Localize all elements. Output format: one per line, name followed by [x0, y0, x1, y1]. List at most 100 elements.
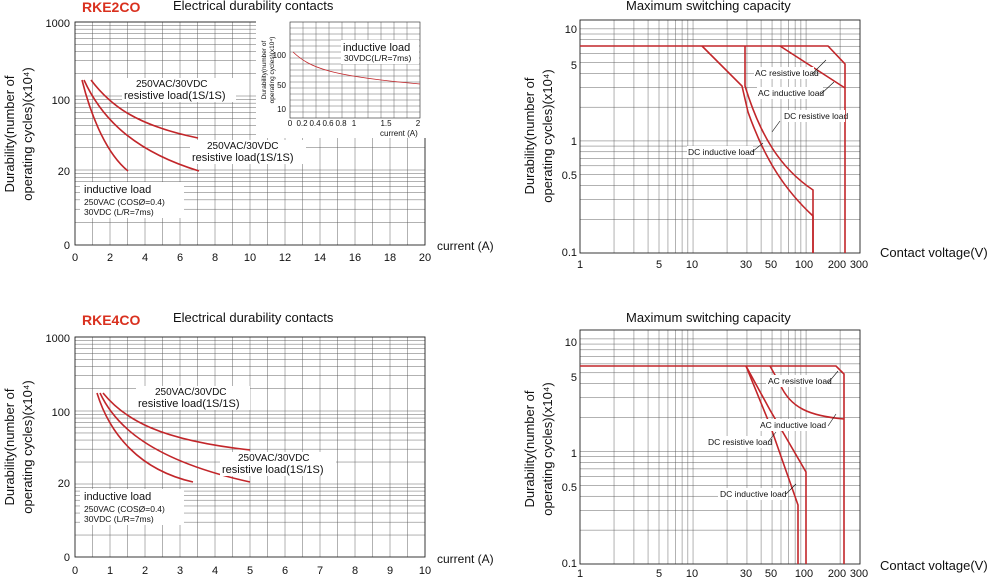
y-tick-label: 0.5: [562, 482, 577, 494]
x-tick-label: 5: [656, 259, 662, 271]
y-tick-label: 0.1: [562, 247, 577, 259]
inset-chart: inductive load 30VDC(L/R=7ms) 0 0.2 0.4 …: [256, 20, 426, 138]
inset-x-tick: 0.8: [335, 119, 347, 128]
y-tick-label: 10: [565, 24, 577, 36]
inset-x-tick: 0.6: [322, 119, 334, 128]
label-bg: [718, 488, 788, 500]
x-tick-label: 10: [419, 565, 431, 577]
x-tick-label: 300: [850, 259, 868, 271]
inset-y-label: operating cycles)(x10⁴): [269, 37, 276, 104]
x-tick-labels: 0 2 4 6 8 10 12 14 16 18 20: [72, 252, 431, 264]
inset-x-tick: 0.4: [309, 119, 321, 128]
x-tick-label: 50: [765, 259, 777, 271]
x-tick-labels: 0 1 2 3 4 5 6 7 8 9 10: [72, 565, 431, 577]
label-bg: [706, 436, 770, 448]
plot-frame: [579, 329, 861, 565]
series-label: DC resistive load: [784, 111, 849, 121]
x-axis-label: current (A): [437, 239, 494, 253]
x-tick-label: 7: [317, 565, 323, 577]
x-tick-labels: 1 5 10 30 50 100 200 300: [577, 259, 868, 271]
x-tick-label: 50: [765, 568, 777, 578]
y-tick-label: 20: [58, 478, 70, 490]
y-tick-label: 100: [52, 95, 70, 107]
leader-line: [771, 120, 781, 133]
inset-x-tick: 1.5: [380, 119, 392, 128]
plot-frame: [74, 336, 426, 558]
x-tick-labels: 1 5 10 30 50 100 200 300: [577, 568, 868, 578]
y-axis-label: operating cycles)(x10⁴): [540, 382, 555, 515]
inset-x-tick: 1: [352, 119, 357, 128]
series-line-ac-resistive: [580, 45, 846, 253]
leader-line: [785, 483, 797, 495]
annotation: 250VAC/30VDC: [136, 79, 208, 90]
x-tick-label: 100: [795, 259, 813, 271]
series-line-ac-resistive: [580, 365, 845, 564]
y-tick-label: 1000: [46, 333, 70, 345]
chart-rke4co-switching: Maximum switching capacity 1 5 10 30 50 …: [522, 310, 988, 578]
y-axis-label: operating cycles)(x10⁴): [20, 67, 35, 200]
series-label: AC inductive load: [760, 420, 826, 430]
x-tick-label: 12: [279, 252, 291, 264]
x-tick-label: 10: [686, 259, 698, 271]
series-line-resistive-upper: [90, 79, 199, 139]
x-axis-label: Contact voltage(V): [880, 245, 988, 260]
label-bg: [766, 375, 830, 387]
x-tick-label: 200: [828, 568, 846, 578]
y-tick-labels: 10 5 1 0.5 0.1: [562, 24, 577, 259]
leader-line: [751, 142, 764, 153]
series-line-dc-inductive: [701, 45, 814, 253]
series-line-resistive-upper: [102, 392, 251, 451]
model-label: RKE4CO: [82, 312, 140, 328]
leader-line: [820, 81, 835, 95]
plot-grid: [580, 20, 860, 253]
x-tick-label: 1: [577, 568, 583, 578]
annotation-bg: [80, 489, 184, 525]
x-tick-label: 5: [247, 565, 253, 577]
x-tick-label: 4: [212, 565, 218, 577]
y-tick-label: 5: [571, 60, 577, 72]
chart-title: Electrical durability contacts: [173, 0, 334, 13]
inset-x-label: current (A): [380, 129, 418, 138]
model-label: RKE2CO: [82, 0, 140, 15]
x-tick-label: 20: [419, 252, 431, 264]
annotation-bg: [220, 452, 336, 476]
annotation: inductive load: [84, 184, 151, 196]
x-tick-label: 5: [656, 568, 662, 578]
inset-y-tick: 10: [277, 105, 286, 114]
y-axis-label: Durability(number of: [522, 77, 537, 194]
x-tick-label: 6: [177, 252, 183, 264]
series-line-resistive-lower: [99, 392, 251, 483]
chart-title: Maximum switching capacity: [626, 310, 791, 325]
annotation: 250VAC/30VDC: [238, 453, 310, 464]
x-tick-label: 0: [72, 252, 78, 264]
y-axis-label: operating cycles)(x10⁴): [540, 69, 555, 202]
leader-line: [827, 413, 837, 427]
series-label: AC resistive load: [768, 376, 832, 386]
x-tick-label: 1: [107, 565, 113, 577]
y-tick-label: 100: [52, 407, 70, 419]
inset-x-tick: 2: [416, 119, 421, 128]
annotation: resistive load(1S/1S): [124, 90, 226, 102]
y-tick-label: 1: [571, 136, 577, 148]
x-tick-label: 4: [142, 252, 148, 264]
x-tick-label: 14: [314, 252, 326, 264]
annotation: 250VAC/30VDC: [155, 387, 227, 398]
annotation: 30VDC (L/R=7ms): [84, 207, 154, 217]
inset-y-tick: 100: [273, 51, 287, 60]
y-tick-label: 1000: [46, 18, 70, 30]
series-line-inductive: [81, 79, 129, 172]
chart-rke4co-durability: RKE4CO Electrical durability contacts 0 …: [2, 310, 494, 577]
annotation: 30VDC (L/R=7ms): [84, 514, 154, 524]
annotation-bg: [122, 78, 236, 102]
label-bg: [758, 419, 830, 431]
y-tick-label: 0.1: [562, 558, 577, 570]
chart-rke2co-durability: RKE2CO Electrical durability contacts 0 …: [2, 0, 494, 264]
y-tick-label: 10: [565, 337, 577, 349]
x-tick-label: 10: [686, 568, 698, 578]
y-tick-label: 0: [64, 240, 70, 252]
x-tick-label: 8: [212, 252, 218, 264]
series-line-dc-inductive: [745, 365, 799, 564]
plot-frame: [579, 19, 861, 254]
annotation: 250VAC (COSØ=0.4): [84, 504, 165, 514]
